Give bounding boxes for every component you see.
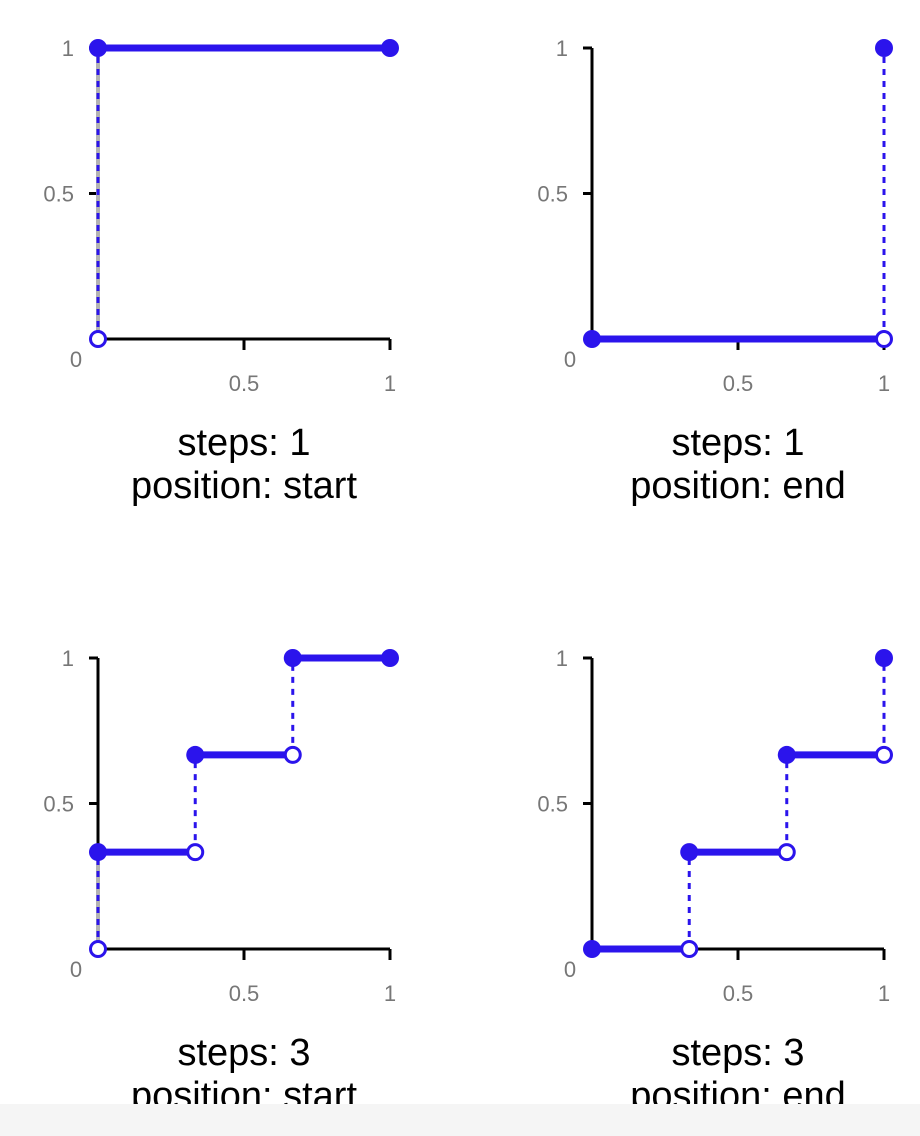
- origin-label: 0: [70, 957, 82, 982]
- chart-caption-steps: steps: 1: [177, 422, 310, 464]
- y-tick-label: 0.5: [537, 792, 568, 817]
- open-point: [89, 330, 107, 348]
- y-tick-label: 0.5: [43, 182, 74, 207]
- chart-caption-position: position: start: [131, 465, 357, 507]
- x-tick-label: 1: [878, 981, 890, 1006]
- open-point: [283, 745, 302, 764]
- x-tick-label: 0.5: [229, 371, 260, 396]
- chart-caption-steps: steps: 3: [177, 1032, 310, 1074]
- chart-caption-steps: steps: 3: [671, 1032, 804, 1074]
- y-tick-label: 1: [556, 36, 568, 61]
- y-tick-label: 0.5: [537, 182, 568, 207]
- filled-point: [777, 745, 796, 764]
- x-tick-label: 1: [384, 981, 396, 1006]
- origin-label: 0: [564, 957, 576, 982]
- filled-point: [283, 649, 302, 667]
- origin-label: 0: [564, 347, 576, 372]
- y-tick-label: 0.5: [43, 792, 74, 817]
- open-point: [186, 843, 205, 862]
- filled-point: [875, 649, 893, 667]
- y-tick-label: 1: [556, 646, 568, 671]
- filled-point: [583, 330, 601, 348]
- y-tick-label: 1: [62, 646, 74, 671]
- bottom-strip: [0, 1104, 920, 1136]
- y-tick-label: 1: [62, 36, 74, 61]
- x-tick-label: 1: [878, 371, 890, 396]
- filled-point: [381, 39, 399, 57]
- open-point: [875, 745, 893, 764]
- x-tick-label: 0.5: [723, 371, 754, 396]
- filled-point: [583, 940, 601, 958]
- filled-point: [875, 39, 893, 57]
- filled-point: [89, 843, 107, 862]
- origin-label: 0: [70, 347, 82, 372]
- chart-caption-steps: steps: 1: [671, 422, 804, 464]
- chart-caption-position: position: end: [630, 465, 846, 507]
- x-tick-label: 1: [384, 371, 396, 396]
- filled-point: [89, 39, 107, 57]
- x-tick-label: 0.5: [229, 981, 260, 1006]
- open-point: [875, 330, 893, 348]
- filled-point: [186, 745, 205, 764]
- filled-point: [381, 649, 399, 667]
- open-point: [777, 843, 796, 862]
- open-point: [89, 940, 107, 958]
- open-point: [680, 940, 699, 958]
- x-tick-label: 0.5: [723, 981, 754, 1006]
- filled-point: [680, 843, 699, 862]
